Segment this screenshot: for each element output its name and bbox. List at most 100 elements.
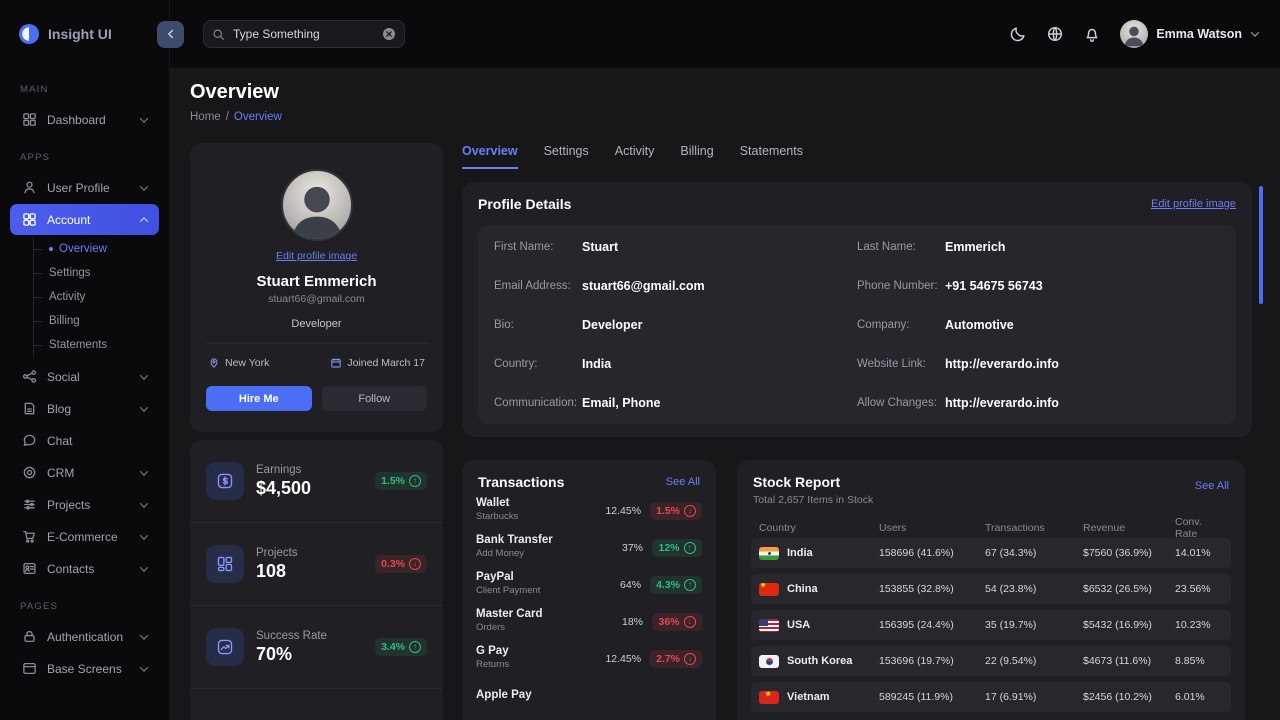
breadcrumb-home[interactable]: Home — [190, 111, 221, 123]
arrow-down-icon — [684, 504, 696, 517]
table-row[interactable]: China 153855 (32.8%) 54 (23.8%) $6532 (2… — [751, 574, 1231, 604]
transactions-cell: 35 (19.7%) — [985, 619, 1037, 631]
profile-role: Developer — [291, 318, 342, 330]
sidebar-item-contacts[interactable]: Contacts — [10, 553, 159, 584]
see-all-link[interactable]: See All — [665, 476, 700, 488]
change-value: 36% — [658, 615, 680, 628]
sidebar-subitem-settings[interactable]: Settings — [34, 261, 169, 285]
arrow-down-icon — [683, 615, 696, 628]
column-header: Country — [759, 522, 796, 534]
browser-window-icon — [22, 661, 37, 676]
revenue-cell: $5432 (16.9%) — [1083, 619, 1152, 631]
stat-label: Earnings — [256, 463, 302, 476]
transaction-row[interactable]: Bank Transfer Add Money 37% 12% — [476, 529, 702, 566]
stat-value: 70% — [256, 643, 293, 664]
transaction-row[interactable]: Wallet Starbucks 12.45% 1.5% — [476, 492, 702, 529]
stock-report-card: Stock Report Total 2,657 Items in Stock … — [737, 460, 1245, 720]
topbar-actions: Emma Watson — [1009, 20, 1260, 48]
field-value: http://everardo.info — [945, 395, 1059, 410]
conv-rate-cell: 23.56% — [1175, 583, 1211, 595]
tab-billing[interactable]: Billing — [680, 144, 714, 158]
tab-statements[interactable]: Statements — [739, 144, 803, 158]
field-label: Country: — [494, 357, 538, 370]
edit-profile-image-link[interactable]: Edit profile image — [275, 250, 358, 262]
follow-button[interactable]: Follow — [321, 386, 427, 411]
sidebar-item-dashboard[interactable]: Dashboard — [10, 104, 159, 135]
section-label-apps: APPS — [20, 152, 51, 163]
sidebar-item-label: Social — [47, 369, 80, 384]
field-label: Allow Changes: — [857, 396, 937, 409]
scrollbar[interactable] — [1259, 186, 1263, 304]
account-icon — [22, 212, 37, 227]
sidebar-subitem-billing[interactable]: Billing — [34, 309, 169, 333]
bell-icon[interactable] — [1083, 25, 1101, 43]
transaction-row[interactable]: Apple Pay — [476, 677, 702, 714]
field-label: Email Address: — [494, 279, 571, 292]
see-all-link[interactable]: See All — [1194, 480, 1229, 492]
sidebar-item-base-screens[interactable]: Base Screens — [10, 653, 159, 684]
user-menu[interactable]: Emma Watson — [1120, 20, 1260, 48]
avatar — [1120, 20, 1149, 48]
transaction-percent: 37% — [621, 541, 643, 554]
conv-rate-cell: 6.01% — [1175, 691, 1205, 703]
flag-usa-icon — [759, 618, 779, 632]
card-title: Stock Report — [753, 474, 841, 490]
arrow-down-icon — [684, 652, 696, 665]
change-value: 2.7% — [656, 652, 680, 665]
sidebar-item-authentication[interactable]: Authentication — [10, 621, 159, 652]
sidebar-subitem-label: Billing — [49, 315, 80, 327]
chevron-down-icon — [1250, 28, 1260, 37]
lock-icon — [22, 629, 37, 644]
sidebar-item-blog[interactable]: Blog — [10, 393, 159, 424]
country-name: China — [787, 583, 818, 595]
sidebar-item-crm[interactable]: CRM — [10, 457, 159, 488]
sidebar-subitem-statements[interactable]: Statements — [34, 333, 169, 357]
trend-chart-icon — [206, 628, 244, 666]
conv-rate-cell: 8.85% — [1175, 655, 1205, 667]
conv-rate-cell: 14.01% — [1175, 547, 1211, 559]
table-row[interactable]: India 158696 (41.6%) 67 (34.3%) $7560 (3… — [751, 538, 1231, 568]
transactions-cell: 67 (34.3%) — [985, 547, 1037, 559]
transaction-row[interactable]: Master Card Orders 18% 36% — [476, 603, 702, 640]
chevron-down-icon — [139, 113, 149, 123]
sidebar-item-ecommerce[interactable]: E-Commerce — [10, 521, 159, 552]
dashboard-icon — [22, 112, 37, 127]
profile-card: Edit profile image Stuart Emmerich stuar… — [190, 143, 443, 432]
edit-profile-image-link[interactable]: Edit profile image — [1151, 198, 1236, 210]
change-badge: 1.5% — [650, 501, 702, 520]
sidebar-item-account[interactable]: Account — [10, 204, 159, 235]
field-value: Developer — [582, 317, 643, 332]
column-header: Users — [879, 522, 907, 534]
sidebar-subitem-label: Statements — [49, 339, 108, 351]
clear-search-icon[interactable] — [382, 27, 396, 41]
sidebar-item-projects[interactable]: Projects — [10, 489, 159, 520]
hire-me-button[interactable]: Hire Me — [206, 386, 312, 411]
tab-settings[interactable]: Settings — [543, 144, 589, 158]
app-logo[interactable]: Insight UI — [0, 0, 169, 68]
search-input[interactable] — [231, 26, 376, 42]
sidebar-item-social[interactable]: Social — [10, 361, 159, 392]
field-value: Emmerich — [945, 239, 1006, 254]
transaction-row[interactable]: PayPal Client Payment 64% 4.3% — [476, 566, 702, 603]
sidebar-item-chat[interactable]: Chat — [10, 425, 159, 456]
transaction-sub: Starbucks — [476, 511, 519, 523]
transaction-row[interactable]: G Pay Returns 12.45% 2.7% — [476, 640, 702, 677]
transactions-cell: 22 (9.54%) — [985, 655, 1037, 667]
arrow-left-icon — [164, 27, 178, 41]
back-button[interactable] — [157, 20, 184, 48]
table-row[interactable]: Vietnam 589245 (11.9%) 17 (6.91%) $2456 … — [751, 682, 1231, 712]
table-row[interactable]: USA 156395 (24.4%) 35 (19.7%) $5432 (16.… — [751, 610, 1231, 640]
sidebar-subitem-overview[interactable]: Overview — [34, 237, 169, 261]
tab-activity[interactable]: Activity — [614, 144, 655, 158]
transactions-card: Transactions See All Wallet Starbucks 12.… — [462, 460, 716, 720]
sidebar-item-label: Base Screens — [47, 661, 122, 676]
stat-success-rate: Success Rate 70% 3.4% — [190, 606, 443, 689]
table-row[interactable]: South Korea 153696 (19.7%) 22 (9.54%) $4… — [751, 646, 1231, 676]
transaction-percent: 64% — [620, 578, 642, 591]
dark-mode-moon-icon[interactable] — [1009, 25, 1027, 43]
app-title: Insight UI — [48, 26, 112, 42]
sidebar-subitem-activity[interactable]: Activity — [34, 285, 169, 309]
globe-icon[interactable] — [1046, 25, 1064, 43]
sidebar-item-user-profile[interactable]: User Profile — [10, 172, 159, 203]
tab-overview[interactable]: Overview — [462, 144, 518, 169]
